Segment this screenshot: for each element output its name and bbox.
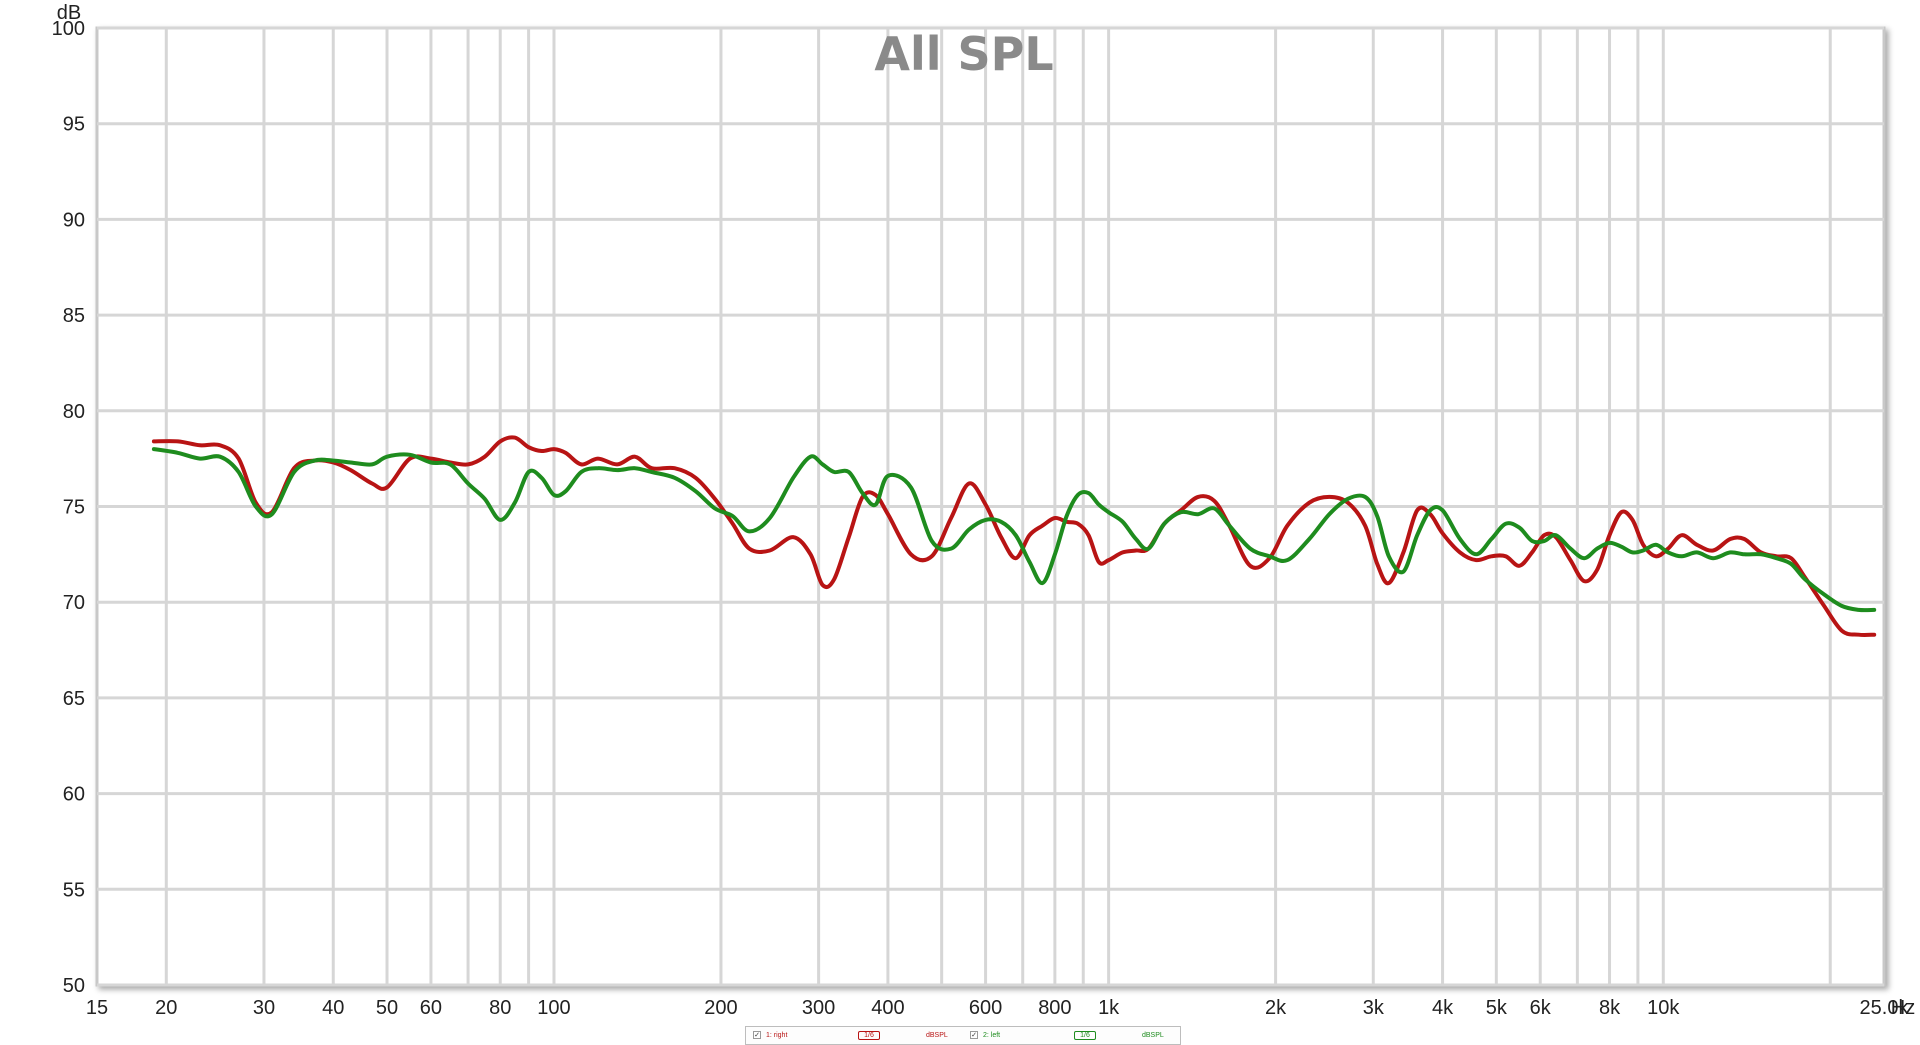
x-tick-label: 25.0k [1860,997,1910,1019]
x-tick-labels: 15 20 30 40 50 60 80 100 200 300 400 600 800 1k 2k 3k 4k… [86,997,1910,1019]
series-2-smoothing[interactable]: 1/6 [1074,1031,1096,1040]
series-line-1 [151,435,1877,638]
y-tick-label: 90 [63,209,85,231]
legend-item-right: 1: right [766,1032,788,1039]
y-tick-label: 55 [63,879,85,901]
x-tick-label: 15 [86,997,108,1019]
y-tick-labels: 50 55 60 65 70 75 80 85 90 95 100 [52,18,85,997]
x-tick-label: 8k [1599,997,1621,1019]
x-tick-label: 4k [1432,997,1454,1019]
x-tick-label: 400 [871,997,904,1019]
x-tick-label: 200 [704,997,737,1019]
y-tick-label: 85 [63,305,85,327]
x-tick-label: 60 [420,997,442,1019]
x-tick-label: 2k [1265,997,1287,1019]
series-1-units: dBSPL [926,1032,948,1039]
y-tick-label: 50 [63,975,85,997]
y-tick-label: 100 [52,18,85,40]
x-tick-label: 1k [1098,997,1120,1019]
y-tick-label: 80 [63,401,85,423]
y-tick-label: 70 [63,592,85,614]
x-tick-label: 50 [376,997,398,1019]
legend-item-left: 2: left [983,1032,1001,1039]
chart-title: All SPL [874,27,1053,81]
x-tick-label: 5k [1486,997,1508,1019]
series-2-checkbox[interactable]: ✓ [970,1031,978,1039]
x-tick-label: 800 [1038,997,1071,1019]
series-1-smoothing[interactable]: 1/6 [858,1031,880,1040]
x-axis-unit: Hz [1891,997,1915,1019]
x-tick-label: 80 [489,997,511,1019]
y-tick-label: 95 [63,114,85,136]
series-line-2 [151,447,1877,613]
x-tick-label: 40 [322,997,344,1019]
y-tick-label: 60 [63,784,85,806]
x-tick-label: 20 [155,997,177,1019]
grid [97,26,1884,987]
x-tick-label: 600 [969,997,1002,1019]
series-lines [151,435,1877,638]
series-2-units: dBSPL [1142,1032,1164,1039]
y-axis-unit: dB [57,2,81,24]
x-tick-label: 100 [537,997,570,1019]
series-1-checkbox[interactable]: ✓ [753,1031,761,1039]
x-tick-label: 300 [802,997,835,1019]
x-tick-label: 6k [1530,997,1552,1019]
legend: ✓ 1: right 1/6 dBSPL ✓ 2: left 1/6 dBSPL [745,1026,1181,1045]
x-tick-label: 10k [1647,997,1680,1019]
x-tick-label: 3k [1363,997,1385,1019]
y-tick-label: 75 [63,497,85,519]
y-tick-label: 65 [63,688,85,710]
x-tick-label: 30 [253,997,275,1019]
